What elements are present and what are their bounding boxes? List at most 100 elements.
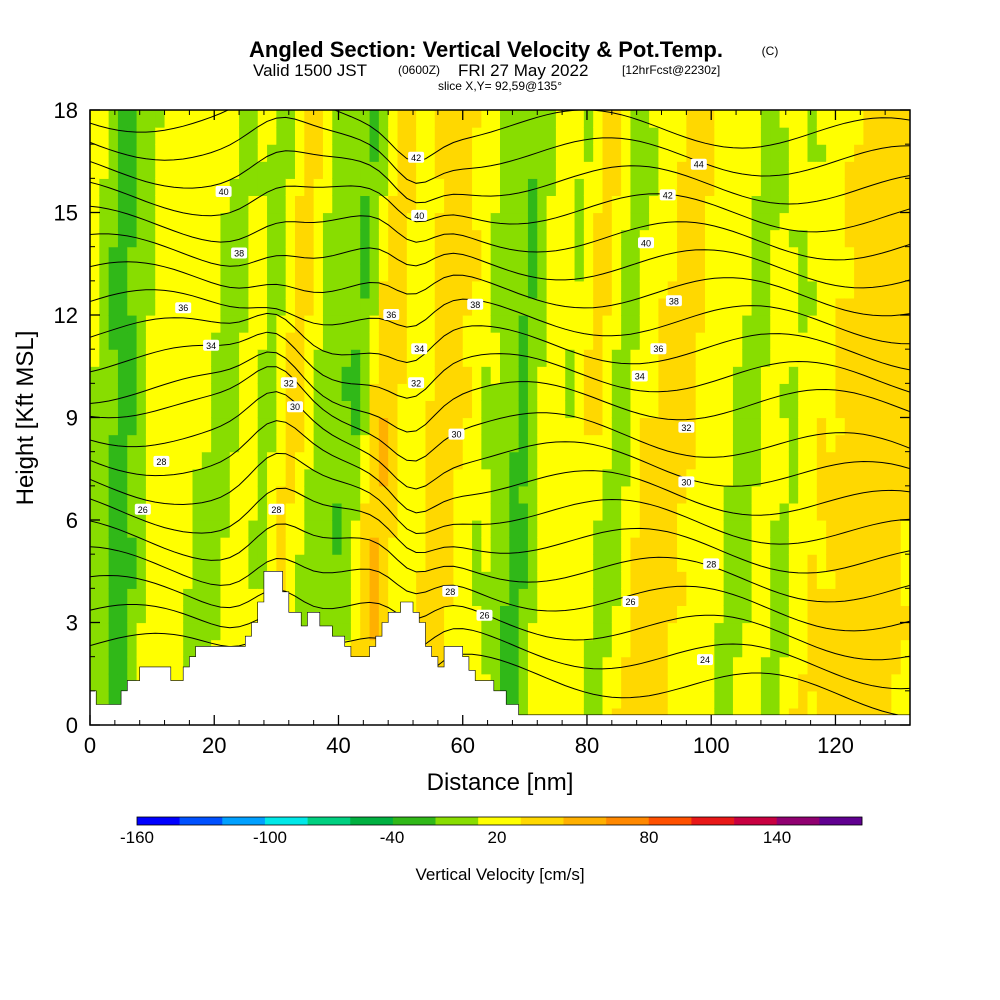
velocity-cell xyxy=(723,537,734,555)
velocity-cell xyxy=(444,554,455,572)
contour-label: 40 xyxy=(638,237,654,249)
velocity-cell xyxy=(285,366,296,384)
velocity-cell xyxy=(527,622,538,641)
velocity-cell xyxy=(462,468,473,487)
velocity-cell xyxy=(183,468,194,487)
velocity-cell xyxy=(490,280,501,299)
velocity-cell xyxy=(509,383,520,402)
velocity-cell xyxy=(527,383,538,402)
velocity-cell xyxy=(229,263,240,282)
velocity-cell xyxy=(220,280,231,299)
velocity-cell xyxy=(835,383,846,402)
velocity-cell xyxy=(397,383,408,402)
velocity-cell xyxy=(295,212,305,231)
velocity-cell xyxy=(173,229,184,248)
velocity-cell xyxy=(257,229,268,248)
velocity-cell xyxy=(257,434,268,453)
velocity-cell xyxy=(257,332,268,350)
velocity-cell xyxy=(322,417,333,436)
velocity-cell xyxy=(714,229,725,248)
velocity-cell xyxy=(164,178,175,197)
velocity-cell xyxy=(695,297,706,316)
velocity-cell xyxy=(136,332,147,350)
velocity-cell xyxy=(332,468,343,487)
velocity-cell xyxy=(500,451,510,470)
velocity-cell xyxy=(555,639,566,658)
velocity-cell xyxy=(518,622,529,641)
velocity-cell xyxy=(537,144,548,162)
velocity-cell xyxy=(239,605,250,624)
velocity-cell xyxy=(127,297,138,316)
velocity-cell xyxy=(816,229,827,248)
velocity-cell xyxy=(798,537,809,555)
velocity-cell xyxy=(145,161,156,179)
velocity-cell xyxy=(276,485,287,504)
velocity-cell xyxy=(667,605,678,624)
velocity-cell xyxy=(229,468,240,487)
contour-label-text: 40 xyxy=(219,187,229,197)
velocity-cell xyxy=(565,110,576,128)
velocity-cell xyxy=(705,349,715,367)
velocity-cell xyxy=(444,383,455,402)
contour-label: 32 xyxy=(678,421,695,433)
velocity-cell xyxy=(481,332,492,350)
velocity-cell xyxy=(229,588,240,607)
velocity-cell xyxy=(835,468,846,487)
velocity-cell xyxy=(882,246,892,265)
velocity-cell xyxy=(472,417,482,436)
velocity-cell xyxy=(350,229,361,248)
velocity-cell xyxy=(891,485,902,504)
velocity-cell xyxy=(658,451,669,470)
velocity-cell xyxy=(416,520,427,538)
velocity-cell xyxy=(844,622,855,641)
velocity-cell xyxy=(220,246,231,265)
velocity-cell xyxy=(714,297,725,316)
velocity-cell xyxy=(285,417,296,436)
velocity-cell xyxy=(304,434,315,453)
velocity-cell xyxy=(555,161,566,179)
velocity-cell xyxy=(518,263,529,282)
velocity-cell xyxy=(304,451,315,470)
velocity-cell xyxy=(574,315,585,333)
velocity-cell xyxy=(490,263,501,282)
velocity-cell xyxy=(872,366,883,384)
velocity-cell xyxy=(639,451,650,470)
velocity-cell xyxy=(220,434,231,453)
velocity-cell xyxy=(686,605,697,624)
velocity-cell xyxy=(807,434,818,453)
velocity-cell xyxy=(639,639,650,658)
velocity-cell xyxy=(565,212,576,231)
velocity-cell xyxy=(117,144,128,162)
velocity-cell xyxy=(574,520,585,538)
velocity-cell xyxy=(732,690,743,709)
velocity-cell xyxy=(574,212,585,231)
velocity-cell xyxy=(872,554,883,572)
velocity-cell xyxy=(481,537,492,555)
velocity-cell xyxy=(183,485,194,504)
velocity-cell xyxy=(900,588,910,607)
velocity-cell xyxy=(686,349,697,367)
velocity-cell xyxy=(807,315,818,333)
velocity-cell xyxy=(621,537,632,555)
velocity-cell xyxy=(807,229,818,248)
velocity-cell xyxy=(183,537,194,555)
velocity-cell xyxy=(276,417,287,436)
velocity-cell xyxy=(332,110,343,128)
velocity-cell xyxy=(583,468,594,487)
velocity-cell xyxy=(248,571,259,589)
velocity-cell xyxy=(555,400,566,419)
velocity-cell xyxy=(481,349,492,367)
velocity-cell xyxy=(677,349,687,367)
velocity-cell xyxy=(798,263,809,282)
velocity-cell xyxy=(882,161,892,179)
contour-label: 24 xyxy=(697,654,713,666)
velocity-cell xyxy=(378,110,389,128)
velocity-cell xyxy=(434,246,445,265)
velocity-cell xyxy=(201,554,212,572)
velocity-cell xyxy=(155,485,166,504)
velocity-cell xyxy=(509,673,520,692)
velocity-cell xyxy=(127,571,138,589)
velocity-cell xyxy=(444,417,455,436)
velocity-cell xyxy=(229,417,240,436)
velocity-cell xyxy=(900,127,910,145)
